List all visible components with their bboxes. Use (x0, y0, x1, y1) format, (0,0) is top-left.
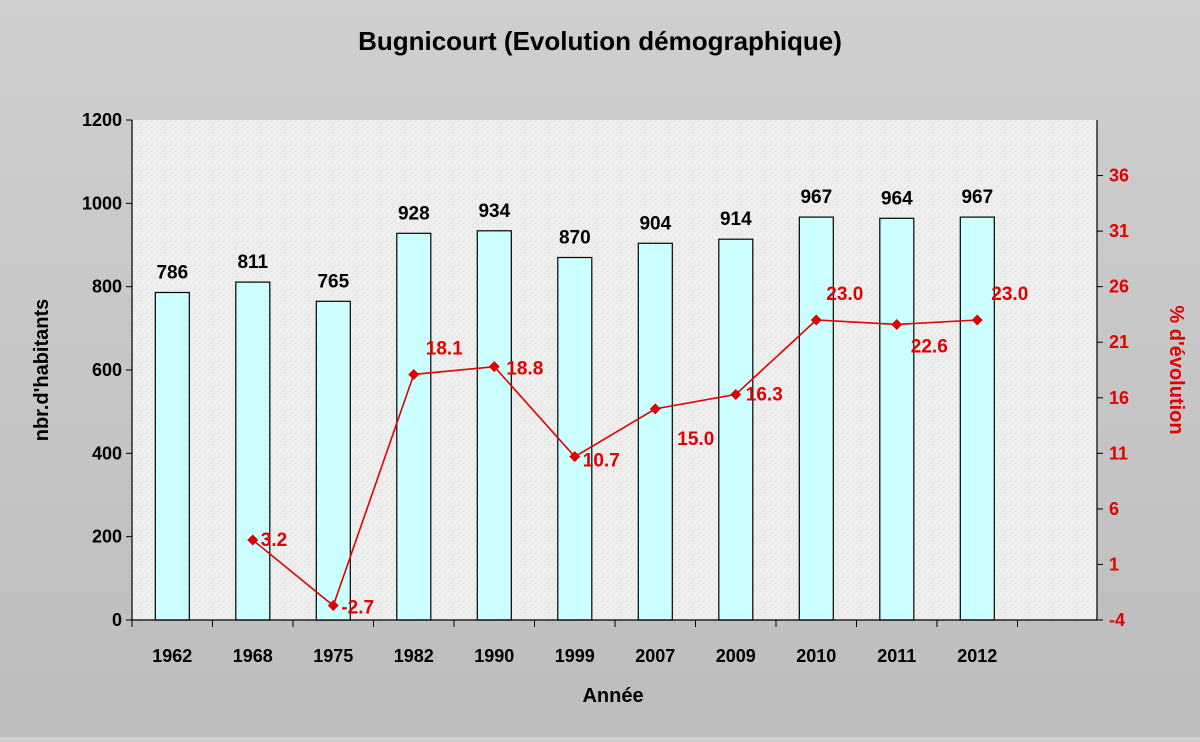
bar-value-label-1999: 870 (559, 228, 591, 249)
bar-value-label-1982: 928 (398, 203, 430, 224)
bar-2007 (637, 242, 673, 621)
y-tick-label-400: 400 (92, 443, 122, 463)
y-axis-label: nbr.d'habitants (31, 299, 53, 442)
line-layer (247, 314, 983, 612)
bar-1990 (476, 230, 512, 621)
bar-2010 (798, 216, 834, 621)
y2-tick-label-31: 31 (1109, 221, 1129, 241)
evolution-label-1990: 18.8 (506, 359, 543, 380)
bar-value-label-1975: 765 (317, 271, 349, 292)
y2-tick-label-16: 16 (1109, 388, 1129, 408)
y2-axis-label: % d'évolution (1165, 305, 1187, 434)
labels-layer: 786 811 765 928 934 870 904 914 967 964 967 3.2 -2.7… (156, 187, 1028, 618)
evolution-label-1982: 18.1 (426, 338, 463, 359)
bar-value-label-1962: 786 (156, 263, 188, 284)
x-tick-label-1999: 1999 (555, 646, 595, 666)
y-tick-label-0: 0 (112, 610, 122, 630)
x-tick-label-1975: 1975 (313, 646, 353, 666)
x-tick-label-1990: 1990 (474, 646, 514, 666)
x-tick-label-1982: 1982 (394, 646, 434, 666)
chart-title: Bugnicourt (Evolution démographique) (358, 26, 842, 56)
evolution-label-2009: 16.3 (746, 384, 783, 405)
axes-layer: 020040060080010001200-416111621263136196… (82, 110, 1129, 666)
evolution-label-1999: 10.7 (583, 451, 620, 472)
y2-tick-label--4: -4 (1109, 610, 1125, 630)
bars-layer (154, 216, 995, 621)
bar-1968 (235, 281, 271, 621)
evolution-marker-1990 (488, 361, 500, 373)
evolution-label-1968: 3.2 (261, 530, 287, 551)
evolution-marker-1999 (569, 451, 581, 463)
evolution-label-2010: 23.0 (826, 284, 863, 305)
evolution-marker-1975 (327, 600, 339, 612)
y-tick-label-800: 800 (92, 277, 122, 297)
bar-value-label-2009: 914 (720, 209, 752, 230)
x-axis-label: Année (582, 685, 643, 707)
bar-2012 (959, 216, 995, 621)
y2-tick-label-26: 26 (1109, 277, 1129, 297)
bar-1999 (557, 256, 593, 621)
evolution-marker-2012 (971, 314, 983, 326)
bar-value-label-1990: 934 (478, 201, 510, 222)
bar-value-label-2012: 967 (961, 187, 993, 208)
bar-value-label-2011: 964 (881, 188, 913, 209)
bar-2009 (718, 238, 754, 621)
evolution-marker-2007 (649, 403, 661, 415)
evolution-marker-2010 (810, 314, 822, 326)
bar-1962 (154, 291, 190, 621)
evolution-label-2007: 15.0 (677, 429, 714, 450)
evolution-marker-2009 (730, 388, 742, 400)
bar-value-label-2007: 904 (639, 213, 671, 234)
x-tick-label-1968: 1968 (233, 646, 273, 666)
evolution-marker-1982 (408, 368, 420, 380)
evolution-marker-2011 (891, 318, 903, 330)
evolution-line (252, 319, 978, 607)
bar-value-label-2010: 967 (800, 187, 832, 208)
x-tick-label-2011: 2011 (877, 646, 916, 666)
evolution-marker-1968 (247, 534, 259, 546)
x-tick-label-2010: 2010 (796, 646, 836, 666)
x-tick-label-2012: 2012 (957, 646, 997, 666)
evolution-label-2012: 23.0 (991, 284, 1028, 305)
x-tick-label-2009: 2009 (716, 646, 756, 666)
y-tick-label-600: 600 (92, 360, 122, 380)
evolution-label-1975: -2.7 (341, 598, 374, 619)
y2-tick-label-6: 6 (1109, 499, 1119, 519)
plot-area (132, 120, 1097, 620)
x-tick-label-1962: 1962 (152, 646, 192, 666)
y2-tick-label-1: 1 (1109, 554, 1119, 574)
bar-1982 (396, 232, 432, 621)
y2-tick-label-11: 11 (1109, 443, 1128, 463)
y-tick-label-1000: 1000 (82, 193, 122, 213)
y2-tick-label-36: 36 (1109, 166, 1129, 186)
y-tick-label-200: 200 (92, 527, 122, 547)
bar-value-label-1968: 811 (237, 252, 268, 273)
evolution-label-2011: 22.6 (911, 336, 948, 357)
x-tick-label-2007: 2007 (635, 646, 675, 666)
bar-2011 (879, 217, 915, 621)
y2-tick-label-21: 21 (1109, 332, 1129, 352)
y-tick-label-1200: 1200 (82, 110, 122, 130)
bar-1975 (315, 300, 351, 621)
